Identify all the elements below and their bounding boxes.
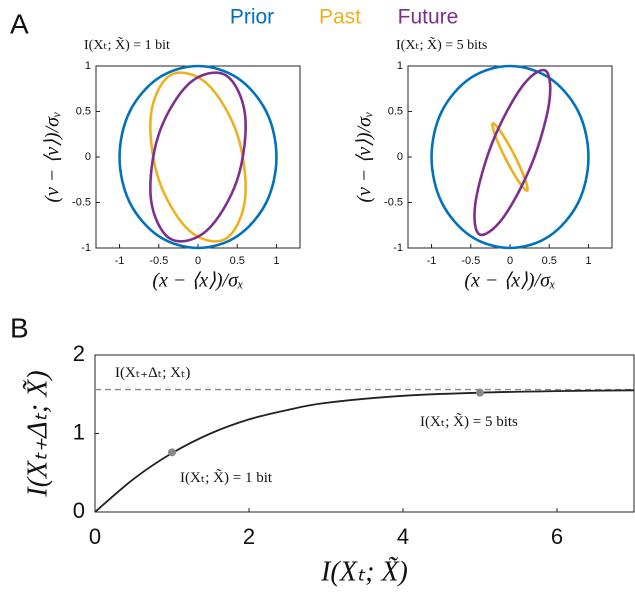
distribution-contour bbox=[491, 121, 529, 193]
x-axis-label: (x − ⟨x⟩)/σₓ bbox=[152, 270, 243, 292]
annotation-point bbox=[476, 388, 484, 397]
x-tick-label: 0 bbox=[89, 524, 101, 549]
distribution-contour bbox=[149, 71, 247, 243]
x-tick-label: 4 bbox=[397, 524, 409, 549]
y-tick-label: 0.5 bbox=[388, 105, 403, 117]
x-tick-label: -1 bbox=[115, 255, 125, 267]
y-axis-label: (v − ⟨v⟩)/σᵥ bbox=[42, 111, 64, 202]
y-tick-label: 0 bbox=[85, 151, 91, 163]
x-tick-label: 1 bbox=[273, 255, 279, 267]
x-tick-label: 0.5 bbox=[230, 255, 245, 267]
distribution-contour bbox=[473, 68, 552, 237]
y-tick-label: 1 bbox=[85, 60, 91, 72]
annotation-label: I(Xₜ; X̃) = 5 bits bbox=[420, 413, 518, 430]
x-tick-label: 0.5 bbox=[542, 255, 557, 267]
x-tick-label: 2 bbox=[243, 524, 255, 549]
distribution-contour bbox=[149, 71, 247, 243]
y-tick-label: -1 bbox=[81, 242, 91, 254]
x-tick-label: -0.5 bbox=[461, 255, 480, 267]
x-tick-label: 6 bbox=[551, 524, 563, 549]
curve bbox=[94, 389, 635, 513]
annotation-point bbox=[168, 448, 176, 457]
chart-title: I(Xₜ; X̃) = 1 bit bbox=[84, 36, 170, 53]
panel-label: A bbox=[10, 8, 29, 39]
y-tick-label: 2 bbox=[73, 341, 85, 366]
axes-frame bbox=[407, 65, 613, 249]
y-tick-label: -1 bbox=[393, 242, 403, 254]
y-tick-label: 1 bbox=[73, 419, 85, 444]
legend-entry: Past bbox=[319, 6, 361, 29]
x-tick-label: 0 bbox=[195, 255, 201, 267]
x-axis-label: I(Xₜ; X̃) bbox=[320, 556, 408, 587]
annotation-label: I(Xₜ; X̃) = 1 bit bbox=[180, 469, 273, 486]
reference-label: I(Xₜ₊Δₜ; Xₜ) bbox=[115, 365, 190, 381]
panel-label: B bbox=[10, 312, 29, 343]
distribution-contour bbox=[118, 64, 278, 250]
y-tick-label: 0 bbox=[397, 151, 403, 163]
x-tick-label: -1 bbox=[427, 255, 437, 267]
y-tick-label: 0 bbox=[73, 498, 85, 523]
chart-title: I(Xₜ; X̃) = 5 bits bbox=[396, 36, 487, 53]
distribution-contour bbox=[430, 64, 590, 250]
legend-entry: Future bbox=[398, 6, 459, 29]
axes-frame bbox=[95, 65, 301, 249]
y-tick-label: 1 bbox=[397, 60, 403, 72]
x-tick-label: -0.5 bbox=[149, 255, 168, 267]
x-tick-label: 0 bbox=[507, 255, 513, 267]
y-axis-label: (v − ⟨v⟩)/σᵥ bbox=[354, 111, 376, 202]
y-tick-label: -0.5 bbox=[384, 196, 403, 208]
y-tick-label: -0.5 bbox=[72, 196, 91, 208]
y-axis-label: I(Xₜ₊Δₜ; X̃) bbox=[22, 370, 53, 497]
y-tick-label: 0.5 bbox=[76, 105, 91, 117]
x-axis-label: (x − ⟨x⟩)/σₓ bbox=[464, 270, 555, 292]
x-tick-label: 1 bbox=[585, 255, 591, 267]
legend-entry: Prior bbox=[230, 6, 274, 29]
